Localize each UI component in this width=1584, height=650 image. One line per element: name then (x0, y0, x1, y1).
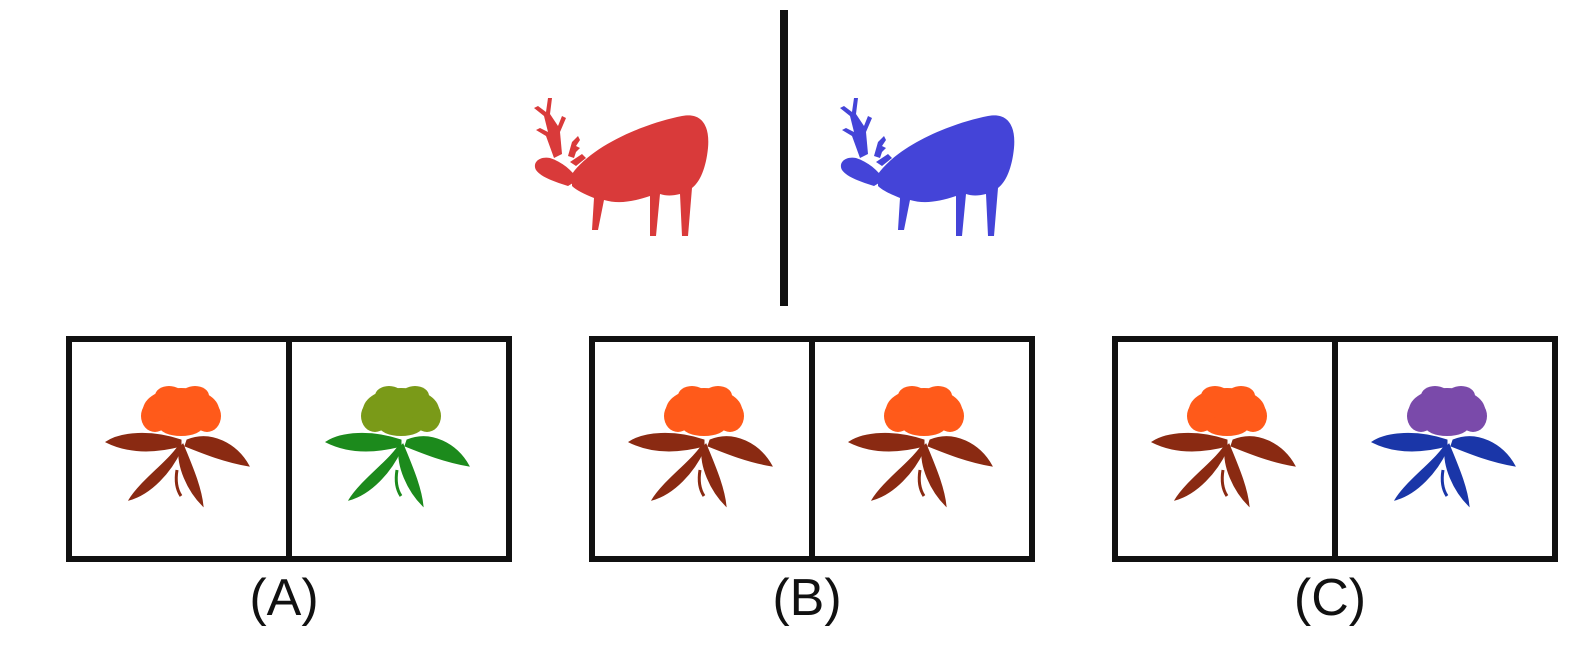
deer-icon (534, 98, 709, 236)
option-panels (66, 336, 1558, 562)
prompt-pair (534, 10, 1015, 306)
option-label-a: (A) (249, 569, 319, 627)
option-panel-c (1112, 336, 1558, 562)
deer-icon (840, 98, 1015, 236)
option-panel-b (589, 336, 1035, 562)
option-label-c: (C) (1293, 569, 1367, 627)
option-label-b: (B) (772, 569, 842, 627)
option-panel-a (66, 336, 512, 562)
